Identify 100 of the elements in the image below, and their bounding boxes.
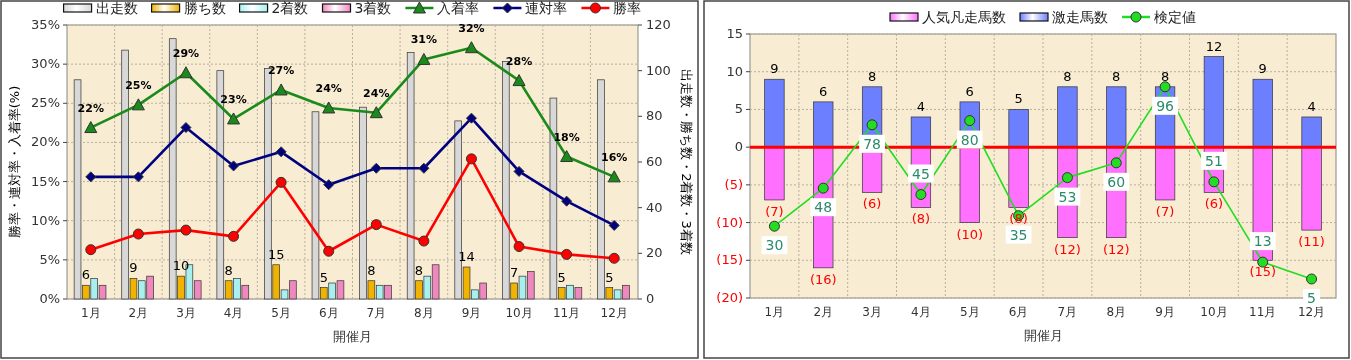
y-tick-label: 20% (31, 134, 60, 150)
data-label: 53 (1058, 188, 1077, 205)
y-tick-label: 0% (39, 291, 60, 306)
point (465, 112, 477, 124)
y-tick-label: 15% (31, 173, 60, 189)
x-tick-label: 7月 (1057, 305, 1078, 319)
point (370, 162, 382, 174)
y-tick-label: 10% (31, 212, 60, 228)
point (274, 83, 288, 96)
data-label: 6 (965, 83, 974, 99)
point (131, 98, 145, 111)
point (607, 170, 621, 183)
point (275, 176, 287, 188)
data-label: (10) (956, 226, 984, 242)
data-label: 29% (172, 46, 200, 60)
data-label: (11) (1298, 234, 1325, 250)
data-label: 8 (1160, 68, 1170, 84)
data-label: 32% (458, 21, 485, 35)
x-tick-label: 9月 (461, 306, 482, 320)
x-tick-label: 12月 (600, 306, 628, 320)
point (866, 119, 878, 131)
x-tick-label: 11月 (552, 306, 581, 320)
y2-tick-label: 100 (646, 62, 671, 78)
bar (764, 146, 785, 201)
point (465, 153, 477, 165)
y-tick-label: 0 (734, 139, 743, 155)
point (370, 219, 382, 231)
data-label: 18% (553, 130, 580, 144)
y2-tick-label: 120 (646, 17, 671, 32)
data-label: 8 (1063, 68, 1072, 84)
bar (1154, 146, 1176, 201)
data-label: 15 (267, 246, 285, 262)
data-label: 28% (505, 54, 533, 68)
data-label: 10 (172, 258, 190, 274)
legend-label: 連対率 (525, 0, 568, 16)
point (132, 228, 144, 240)
point (418, 235, 430, 247)
x-tick-label: 7月 (366, 306, 387, 320)
data-label: 51 (1205, 152, 1223, 169)
bar (1057, 86, 1078, 148)
y-axis-title: 勝率・連対率・入着率(%) (7, 85, 22, 239)
data-label: 5 (557, 269, 566, 285)
bar (1008, 146, 1029, 208)
legend-label: 3着数 (354, 0, 392, 16)
x-tick-label: 9月 (1155, 305, 1175, 319)
point (817, 182, 829, 194)
data-label: 6 (819, 83, 828, 99)
data-label: 78 (863, 135, 881, 152)
point (1110, 157, 1122, 169)
data-label: 5 (1014, 91, 1023, 107)
point (179, 66, 193, 79)
x-tick-label: 4月 (223, 306, 244, 320)
legend-label: 勝ち数 (183, 0, 226, 16)
data-label: 8 (224, 262, 233, 278)
data-label: (7) (765, 203, 784, 219)
data-label: (15) (1249, 264, 1277, 280)
y-tick-label: 25% (31, 95, 60, 111)
point (180, 122, 192, 134)
x-tick-label: 11月 (1249, 305, 1277, 319)
legend-label: 入着率 (437, 0, 480, 16)
data-label: 22% (77, 101, 104, 115)
x-tick-label: 5月 (959, 305, 980, 319)
y-tick-label: (15) (716, 252, 743, 268)
point (464, 41, 478, 54)
data-label: 8 (1112, 68, 1121, 84)
x-tick-label: 6月 (1008, 305, 1029, 319)
data-label: 13 (1253, 233, 1272, 250)
data-label: 24% (363, 86, 390, 100)
data-label: 4 (916, 98, 926, 114)
point (369, 106, 383, 119)
point (915, 189, 927, 201)
x-tick-label: 2月 (128, 306, 149, 320)
data-label: (12) (1054, 241, 1081, 257)
data-label: 80 (960, 131, 979, 148)
data-label: 4 (1307, 98, 1316, 114)
bar (764, 78, 785, 148)
point (560, 150, 574, 163)
point (85, 171, 97, 183)
data-label: (12) (1102, 241, 1130, 257)
data-label: 9 (770, 61, 779, 77)
legend-label: 検定値 (1154, 9, 1196, 25)
legend-label: 2着数 (271, 0, 309, 16)
y2-axis-title: 出走数・勝ち数・2着数・3着数 (679, 69, 694, 255)
y-tick-label: 5 (734, 101, 743, 117)
point (768, 220, 780, 232)
data-label: 8 (867, 68, 877, 84)
x-tick-label: 6月 (318, 306, 339, 320)
x-tick-label: 1月 (764, 305, 785, 319)
data-label: 8 (367, 262, 376, 278)
point (227, 112, 241, 125)
point (561, 195, 573, 207)
data-label: 27% (267, 63, 295, 77)
bar (1203, 56, 1225, 148)
data-label: 12 (1205, 38, 1223, 54)
point (512, 74, 526, 87)
data-label: 9 (129, 260, 138, 276)
x-tick-label: 10月 (1200, 305, 1228, 319)
y2-tick-label: 40 (646, 199, 663, 215)
point (322, 101, 336, 114)
y-tick-label: (20) (716, 290, 743, 305)
